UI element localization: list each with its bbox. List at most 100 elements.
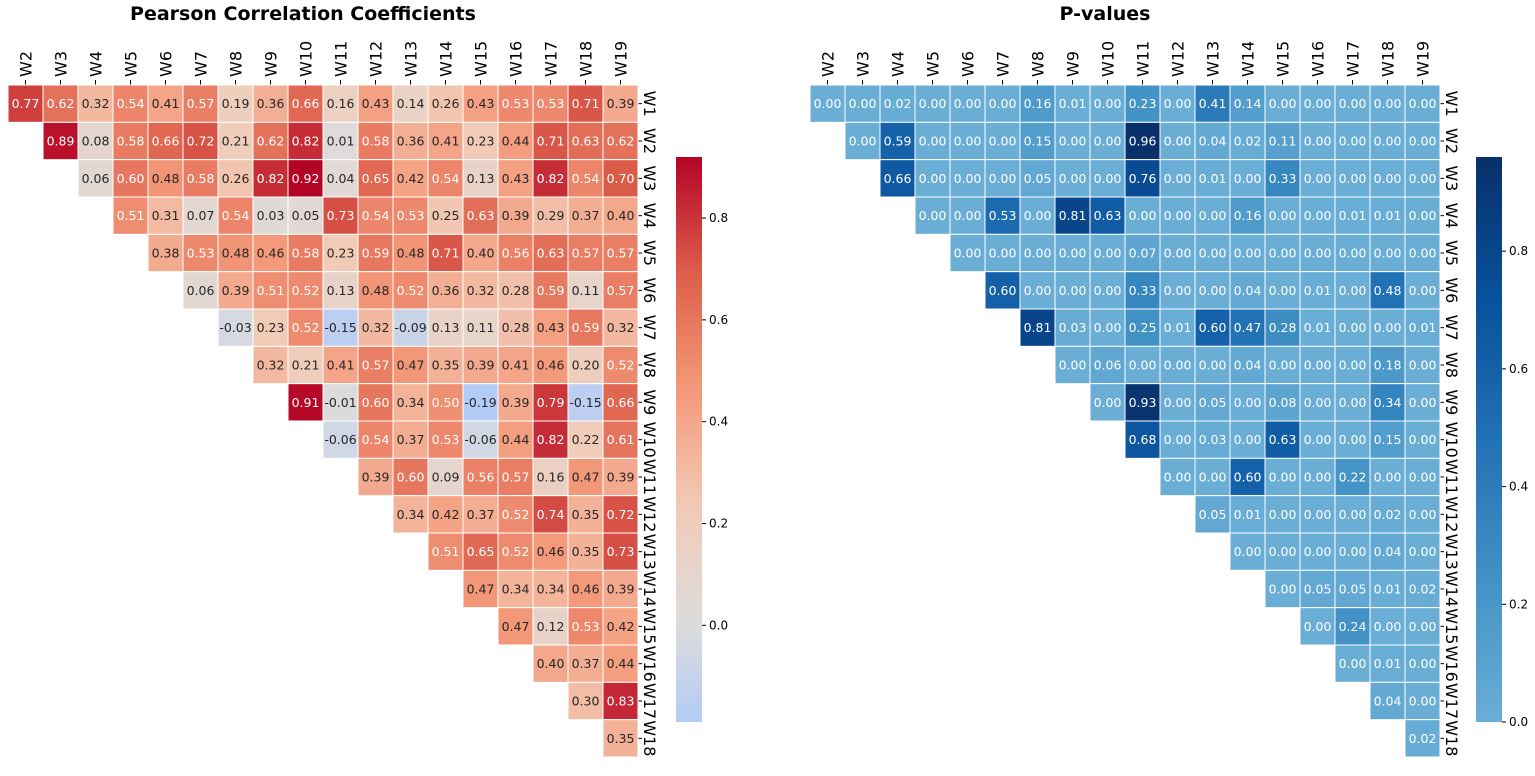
y-tick-label: W10 [1442, 422, 1461, 458]
cell-value-label: 0.21 [222, 134, 250, 149]
heatmap-cell [357, 420, 394, 459]
cell-value-label: 0.32 [607, 320, 635, 335]
heatmap-cell [392, 196, 429, 235]
cell-value-label: -0.09 [394, 320, 426, 335]
cell-value-label: 0.24 [1339, 619, 1367, 634]
cell-value-label: -0.15 [324, 320, 356, 335]
heatmap-cell [1019, 271, 1056, 310]
cell-value-label: 0.00 [1094, 171, 1122, 186]
heatmap-cell [1194, 345, 1231, 385]
y-tick-label: W17 [1442, 683, 1461, 719]
cell-value-label: 0.43 [537, 320, 565, 335]
x-tick-label: W17 [542, 41, 561, 77]
heatmap-cell [427, 233, 464, 273]
cell-value-label: 0.32 [467, 283, 495, 298]
cell-value-label: 0.06 [82, 171, 110, 186]
cell-value-label: 0.00 [1374, 171, 1402, 186]
heatmap-cell [1229, 420, 1266, 459]
heatmap-cell [1334, 420, 1371, 459]
cell-value-label: 0.00 [1409, 470, 1437, 485]
cell-value-label: 0.60 [397, 470, 425, 485]
heatmap-cell [462, 308, 499, 347]
x-tick-label: W4 [87, 51, 106, 77]
x-tick-label: W18 [577, 41, 596, 77]
heatmap-cell [1299, 308, 1336, 347]
heatmap-cell [567, 271, 604, 310]
heatmap-cell [1124, 383, 1161, 422]
heatmap-cell [532, 607, 569, 646]
cell-value-label: 0.05 [292, 208, 320, 223]
cell-value-label: 0.00 [1304, 96, 1332, 111]
heatmap-cell [217, 308, 254, 347]
colorbar-tick-label: 0.2 [1509, 597, 1528, 611]
cell-value-label: 0.00 [1339, 171, 1367, 186]
heatmap-cell [252, 233, 289, 273]
y-tick-label: W3 [640, 165, 659, 191]
x-tick-label: W3 [854, 51, 873, 77]
cell-value-label: -0.06 [324, 432, 356, 447]
cell-value-label: 0.00 [1094, 320, 1122, 335]
heatmap-cell [357, 233, 394, 273]
cell-value-label: 0.39 [502, 395, 530, 410]
heatmap-cell [532, 159, 569, 198]
cell-value-label: 0.00 [1339, 358, 1367, 373]
cell-value-label: 0.53 [572, 619, 600, 634]
heatmap-cell [462, 569, 499, 609]
cell-value-label: 0.14 [1234, 96, 1262, 111]
cell-value-label: 0.56 [467, 470, 495, 485]
cell-value-label: 0.59 [537, 283, 565, 298]
heatmap-cell [427, 345, 464, 385]
cell-value-label: 0.63 [467, 208, 495, 223]
cell-value-label: 0.63 [572, 134, 600, 149]
heatmap-cell [217, 271, 254, 310]
cell-value-label: 0.82 [257, 171, 285, 186]
cell-value-label: 0.13 [327, 283, 355, 298]
cell-value-label: 0.13 [467, 171, 495, 186]
y-tick-label: W15 [1442, 608, 1461, 644]
cell-value-label: 0.39 [467, 358, 495, 373]
cell-value-label: 0.00 [1304, 246, 1332, 261]
y-tick-label: W13 [640, 534, 659, 570]
cell-value-label: 0.62 [257, 134, 285, 149]
heatmap-cell [392, 308, 429, 347]
heatmap-cell [532, 233, 569, 273]
heatmap-cell [462, 271, 499, 310]
heatmap-cell [567, 569, 604, 609]
cell-value-label: 0.00 [1164, 432, 1192, 447]
heatmap-cell [1054, 345, 1091, 385]
cell-value-label: 0.00 [954, 208, 982, 223]
cell-value-label: 0.42 [397, 171, 425, 186]
colorbar [676, 157, 702, 722]
heatmap-cell [322, 196, 359, 235]
cell-value-label: 0.33 [1269, 171, 1297, 186]
heatmap-cell [567, 345, 604, 385]
cell-value-label: 0.00 [1199, 283, 1227, 298]
cell-value-label: 0.53 [397, 208, 425, 223]
cell-value-label: 0.46 [257, 246, 285, 261]
cell-value-label: 0.00 [1164, 395, 1192, 410]
cell-value-label: 0.81 [1059, 208, 1087, 223]
heatmap-cell [497, 495, 534, 534]
cell-value-label: 0.00 [1409, 395, 1437, 410]
cell-value-label: 0.03 [1059, 320, 1087, 335]
heatmap-cell [427, 383, 464, 422]
cell-value-label: 0.00 [1129, 208, 1157, 223]
heatmap-cell [1299, 84, 1336, 123]
heatmap-cell [427, 308, 464, 347]
y-tick-label: W13 [1442, 534, 1461, 570]
heatmap-cell [1264, 457, 1301, 497]
cell-value-label: 0.56 [502, 246, 530, 261]
cell-value-label: 0.41 [327, 358, 355, 373]
cell-value-label: 0.02 [1234, 134, 1262, 149]
heatmap-cell [147, 159, 184, 198]
cell-value-label: 0.00 [1339, 134, 1367, 149]
cell-value-label: 0.00 [1409, 96, 1437, 111]
heatmap-cell [7, 84, 44, 123]
cell-value-label: 0.00 [1339, 246, 1367, 261]
heatmap-cell [287, 84, 324, 123]
cell-value-label: 0.41 [1199, 96, 1227, 111]
heatmap-cell [1369, 345, 1406, 385]
cell-value-label: 0.34 [502, 582, 530, 597]
cell-value-label: 0.15 [1024, 134, 1052, 149]
x-tick-label: W9 [262, 51, 281, 77]
